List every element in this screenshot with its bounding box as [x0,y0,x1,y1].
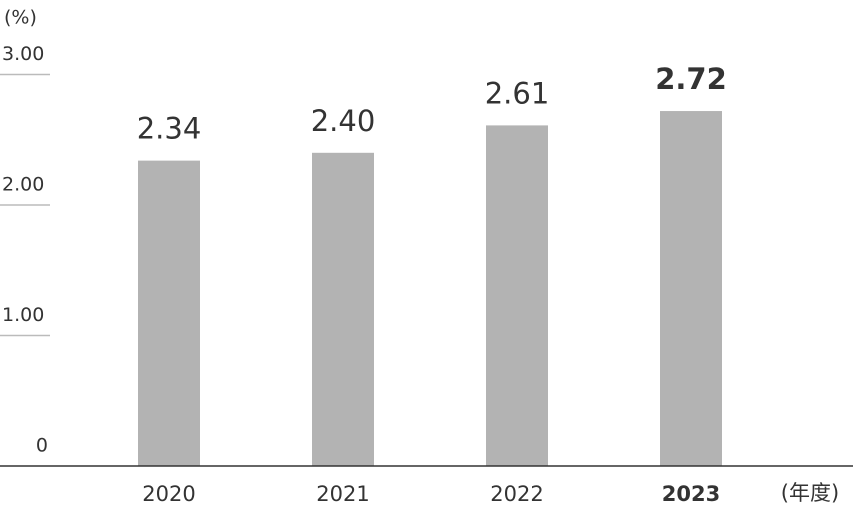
value-label: 2.72 [655,62,727,96]
x-tick-label: 2022 [490,482,543,506]
bar [660,111,722,466]
y-tick-label: 1.00 [2,304,44,326]
bar [138,160,200,466]
x-tick-label: 2021 [316,482,369,506]
y-tick-label: 2.00 [2,174,44,196]
y-axis-label: (%) [4,7,37,29]
x-tick-label: 2020 [142,482,195,506]
bar [486,125,548,467]
value-label: 2.40 [311,104,376,138]
value-label: 2.61 [485,76,550,110]
x-axis-label: (年度) [781,481,839,505]
value-label: 2.34 [137,112,202,146]
bar [312,152,374,467]
y-tick-label: 0 [36,435,48,457]
x-tick-label: 2023 [662,482,720,506]
y-tick-label: 3.00 [2,43,44,65]
